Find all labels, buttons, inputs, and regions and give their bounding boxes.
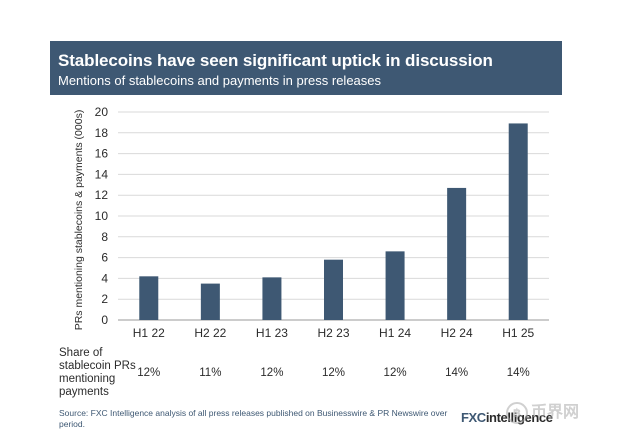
chart-title: Stablecoins have seen significant uptick… [58,51,493,70]
source-note: Source: FXC Intelligence analysis of all… [59,408,448,429]
y-tick-label: 20 [95,105,109,119]
bar [324,259,343,320]
bar [447,187,467,320]
b-coin-icon: ฿ [506,401,528,424]
bar [262,277,282,320]
bar [200,283,220,320]
y-tick-label: 12 [95,188,109,202]
share-row-label: Share of stablecoin PRs mentioning payme… [59,347,136,398]
chart-header: Stablecoins have seen significant uptick… [50,41,562,95]
y-tick-label: 18 [95,126,109,140]
x-tick-label: H2 22 [194,326,226,340]
watermark: ฿币界网 [506,398,579,424]
share-value: 12% [260,367,284,379]
y-tick-label: 6 [101,251,108,265]
chart-subtitle: Mentions of stablecoins and payments in … [58,73,382,88]
bar [508,123,528,320]
y-tick-label: 8 [101,230,108,244]
x-tick-label: H2 24 [441,326,473,340]
x-tick-label: H1 23 [256,326,288,340]
share-value: 12% [383,367,407,379]
y-axis-label: PRs mentioning stablecoins & payments (0… [73,110,85,331]
x-tick-label: H1 22 [133,326,165,340]
y-tick-label: 14 [95,167,109,181]
bar [139,276,159,320]
bar [385,251,405,320]
x-tick-label: H1 24 [379,326,411,340]
share-value: 11% [199,367,222,379]
y-tick-label: 10 [95,209,109,223]
x-tick-label: H1 25 [502,326,534,340]
share-value: 12% [321,367,346,379]
share-value: 14% [445,367,469,379]
y-tick-label: 4 [101,271,108,285]
y-tick-label: 0 [101,313,108,327]
y-tick-label: 16 [95,147,109,161]
share-value: 12% [137,367,161,379]
y-tick-label: 2 [101,292,108,306]
x-tick-label: H2 23 [317,326,349,340]
share-value: 14% [506,367,530,379]
